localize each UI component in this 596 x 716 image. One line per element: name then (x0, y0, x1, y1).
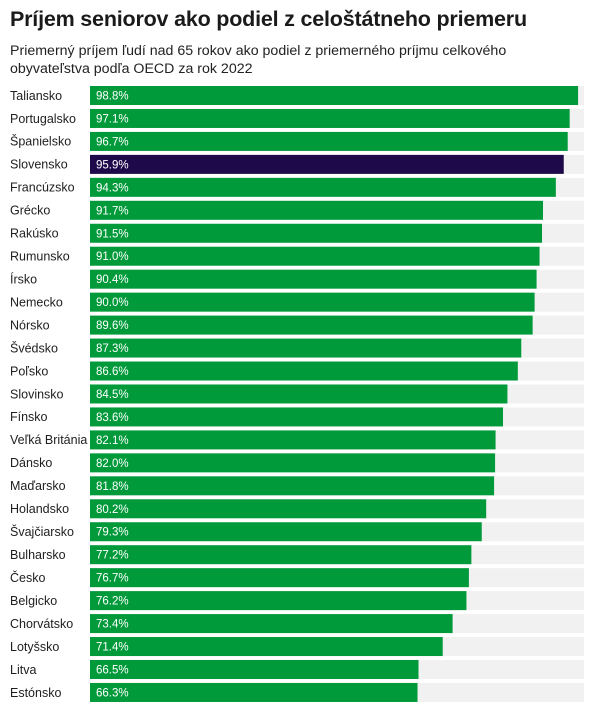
value-label-polsko: 86.6% (96, 366, 129, 378)
value-label-velka-britania: 82.1% (96, 435, 129, 447)
value-label-taliansko: 98.8% (96, 91, 129, 103)
value-label-nemecko: 90.0% (96, 297, 129, 309)
category-label-dansko: Dánsko (10, 456, 52, 470)
value-label-francuzsko: 94.3% (96, 182, 129, 194)
category-label-velka-britania: Veľká Británia (10, 433, 87, 447)
value-label-lotyssko: 71.4% (96, 642, 129, 654)
category-label-litva: Litva (10, 663, 36, 677)
category-label-slovinsko: Slovinsko (10, 387, 64, 401)
category-label-chorvatsko: Chorvátsko (10, 617, 73, 631)
category-label-holandsko: Holandsko (10, 502, 69, 516)
category-label-cesko: Česko (10, 570, 45, 585)
chart-title: Príjem seniorov ako podiel z celoštátneh… (10, 7, 527, 31)
bar-svedsko (90, 338, 522, 358)
value-label-norsko: 89.6% (96, 320, 129, 332)
category-label-slovensko: Slovensko (10, 158, 68, 172)
value-label-finsko: 83.6% (96, 412, 129, 424)
value-label-madarsko: 81.8% (96, 481, 129, 493)
value-label-chorvatsko: 73.4% (96, 619, 129, 631)
bar-svajciarsko (90, 522, 482, 542)
bar-taliansko (90, 86, 579, 105)
category-label-taliansko: Taliansko (10, 89, 62, 103)
category-label-nemecko: Nemecko (10, 295, 63, 309)
value-label-svajciarsko: 79.3% (96, 527, 129, 539)
bar-belgicko (90, 591, 467, 611)
bar-litva (90, 660, 419, 679)
category-label-rumunsko: Rumunsko (10, 250, 70, 264)
category-label-svajciarsko: Švajčiarsko (10, 524, 74, 539)
bar-portugalsko (90, 108, 570, 128)
bar-slovensko (90, 154, 564, 174)
value-label-litva: 66.5% (96, 665, 129, 677)
bar-chart: Taliansko 98.8% Portugalsko 97.1% Španielsko… (10, 86, 584, 702)
bar-spanielsko (90, 131, 568, 151)
value-label-irsko: 90.4% (96, 274, 129, 286)
value-label-spanielsko: 96.7% (96, 136, 129, 148)
bar-polsko (90, 361, 518, 381)
category-label-spanielsko: Španielsko (10, 134, 71, 149)
bar-irsko (90, 269, 537, 289)
bar-rakusko (90, 223, 543, 243)
bar-slovinsko (90, 384, 508, 404)
value-label-rakusko: 91.5% (96, 228, 129, 240)
category-label-bulharsko: Bulharsko (10, 548, 66, 562)
chart-subtitle: Priemerný príjem ľudí nad 65 rokov ako p… (10, 43, 507, 77)
bar-lotyssko (90, 637, 443, 657)
category-label-svedsko: Švédsko (10, 340, 58, 355)
value-label-dansko: 82.0% (96, 458, 129, 470)
category-label-finsko: Fínsko (10, 410, 48, 424)
category-label-belgicko: Belgicko (10, 594, 57, 608)
value-label-portugalsko: 97.1% (96, 113, 129, 125)
bar-finsko (90, 407, 503, 427)
value-label-estonsko: 66.3% (96, 687, 129, 699)
bar-velka-britania (90, 430, 496, 450)
bar-rumunsko (90, 246, 540, 266)
value-label-slovinsko: 84.5% (96, 389, 129, 401)
category-label-rakusko: Rakúsko (10, 227, 59, 241)
bar-nemecko (90, 292, 535, 312)
category-label-francuzsko: Francúzsko (10, 181, 75, 195)
bar-madarsko (90, 476, 495, 496)
value-label-bulharsko: 77.2% (96, 550, 129, 562)
category-label-lotyssko: Lotyšsko (10, 640, 59, 654)
value-label-svedsko: 87.3% (96, 343, 129, 355)
category-label-grecko: Grécko (10, 204, 50, 218)
category-label-norsko: Nórsko (10, 318, 50, 332)
value-label-rumunsko: 91.0% (96, 251, 129, 263)
category-label-madarsko: Maďarsko (10, 479, 66, 493)
bar-dansko (90, 453, 496, 473)
bar-grecko (90, 200, 543, 220)
value-label-slovensko: 95.9% (96, 159, 129, 171)
bar-bulharsko (90, 545, 472, 565)
bar-holandsko (90, 499, 487, 519)
bar-chorvatsko (90, 614, 453, 634)
bar-cesko (90, 568, 469, 588)
value-label-grecko: 91.7% (96, 205, 129, 217)
value-label-holandsko: 80.2% (96, 504, 129, 516)
bar-francuzsko (90, 177, 556, 197)
category-label-irsko: Írsko (10, 271, 37, 286)
bar-estonsko (90, 682, 418, 702)
category-label-estonsko: Estónsko (10, 686, 61, 700)
value-label-cesko: 76.7% (96, 573, 129, 585)
value-label-belgicko: 76.2% (96, 596, 129, 608)
category-label-portugalsko: Portugalsko (10, 112, 76, 126)
bar-norsko (90, 315, 533, 335)
category-label-polsko: Poľsko (10, 364, 48, 378)
